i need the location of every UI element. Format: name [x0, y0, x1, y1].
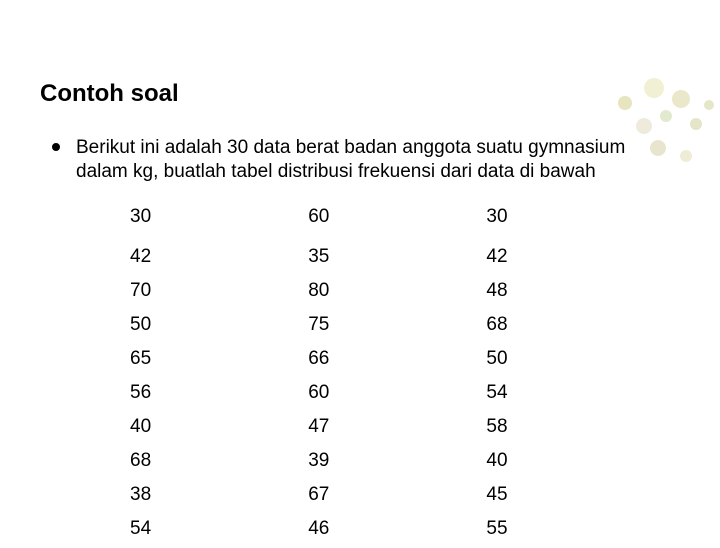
table-cell: 48	[486, 276, 670, 310]
table-row: 708048	[130, 276, 670, 310]
table-cell: 40	[130, 412, 308, 446]
table-row: 423542	[130, 242, 670, 276]
table-row: 306030	[130, 202, 670, 242]
table-cell: 50	[486, 344, 670, 378]
table-cell: 65	[130, 344, 308, 378]
bubble-icon	[636, 118, 652, 134]
table-row: 507568	[130, 310, 670, 344]
table-cell: 68	[486, 310, 670, 344]
table-cell: 70	[130, 276, 308, 310]
table-cell: 54	[486, 378, 670, 412]
table-cell: 60	[308, 378, 486, 412]
bubble-icon	[660, 110, 672, 122]
body-bullet-row: Berikut ini adalah 30 data berat badan a…	[40, 136, 680, 184]
bubble-icon	[690, 118, 702, 130]
table-cell: 45	[486, 480, 670, 514]
table-cell: 55	[486, 514, 670, 548]
bubble-icon	[618, 96, 632, 110]
table-row: 656650	[130, 344, 670, 378]
data-table: 3060304235427080485075686566505660544047…	[130, 202, 670, 548]
table-cell: 39	[308, 446, 486, 480]
bubble-icon	[644, 78, 664, 98]
table-cell: 30	[130, 202, 308, 242]
table-row: 566054	[130, 378, 670, 412]
body-text: Berikut ini adalah 30 data berat badan a…	[76, 136, 680, 184]
table-cell: 46	[308, 514, 486, 548]
table-cell: 35	[308, 242, 486, 276]
table-cell: 38	[130, 480, 308, 514]
table-cell: 42	[130, 242, 308, 276]
table-cell: 54	[130, 514, 308, 548]
slide-title: Contoh soal	[40, 80, 680, 108]
table-cell: 30	[486, 202, 670, 242]
bubble-icon	[650, 140, 666, 156]
table-row: 683940	[130, 446, 670, 480]
table-cell: 56	[130, 378, 308, 412]
table-cell: 58	[486, 412, 670, 446]
table-cell: 66	[308, 344, 486, 378]
table-row: 404758	[130, 412, 670, 446]
table-cell: 60	[308, 202, 486, 242]
table-cell: 75	[308, 310, 486, 344]
bubble-icon	[680, 150, 692, 162]
table-cell: 40	[486, 446, 670, 480]
slide: Contoh soal Berikut ini adalah 30 data b…	[0, 0, 720, 540]
table-cell: 42	[486, 242, 670, 276]
table-cell: 47	[308, 412, 486, 446]
table-cell: 80	[308, 276, 486, 310]
table-cell: 50	[130, 310, 308, 344]
table-cell: 68	[130, 446, 308, 480]
bubble-icon	[704, 100, 714, 110]
table-cell: 67	[308, 480, 486, 514]
bullet-icon	[52, 143, 60, 151]
table-row: 544655	[130, 514, 670, 548]
bubble-icon	[672, 90, 690, 108]
table-row: 386745	[130, 480, 670, 514]
